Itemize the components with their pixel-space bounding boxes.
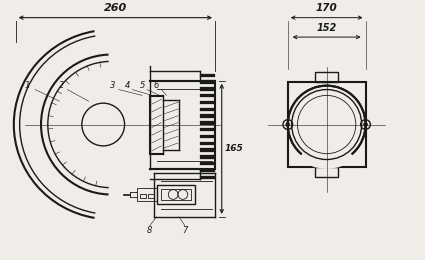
Text: 1: 1: [25, 81, 30, 90]
Text: 8: 8: [147, 226, 153, 235]
Bar: [200, 87, 215, 90]
Bar: [288, 82, 366, 167]
Bar: [200, 80, 215, 84]
Bar: [200, 128, 215, 131]
Text: 5: 5: [139, 81, 145, 90]
Bar: [200, 141, 215, 145]
Bar: [315, 167, 338, 177]
Bar: [140, 194, 146, 198]
Bar: [200, 176, 215, 179]
Text: 152: 152: [317, 23, 337, 33]
Bar: [200, 135, 215, 138]
Bar: [200, 101, 215, 104]
Text: 6: 6: [154, 81, 159, 90]
Circle shape: [363, 122, 368, 126]
Bar: [148, 194, 154, 198]
Circle shape: [286, 122, 290, 126]
Text: 260: 260: [104, 3, 127, 13]
Bar: [200, 121, 215, 125]
Bar: [200, 94, 215, 97]
Text: 4: 4: [125, 81, 130, 90]
Text: 3: 3: [110, 81, 116, 90]
Bar: [200, 155, 215, 159]
Text: 7: 7: [182, 226, 187, 235]
Bar: [200, 108, 215, 111]
Bar: [200, 114, 215, 118]
Text: 2: 2: [59, 81, 64, 90]
Bar: [137, 188, 157, 201]
Bar: [315, 72, 338, 82]
Bar: [162, 189, 191, 200]
Bar: [200, 148, 215, 152]
Bar: [200, 162, 215, 165]
Bar: [157, 185, 196, 204]
Text: 165: 165: [225, 144, 244, 153]
Text: 170: 170: [316, 3, 337, 13]
Bar: [200, 169, 215, 172]
Bar: [200, 74, 215, 77]
